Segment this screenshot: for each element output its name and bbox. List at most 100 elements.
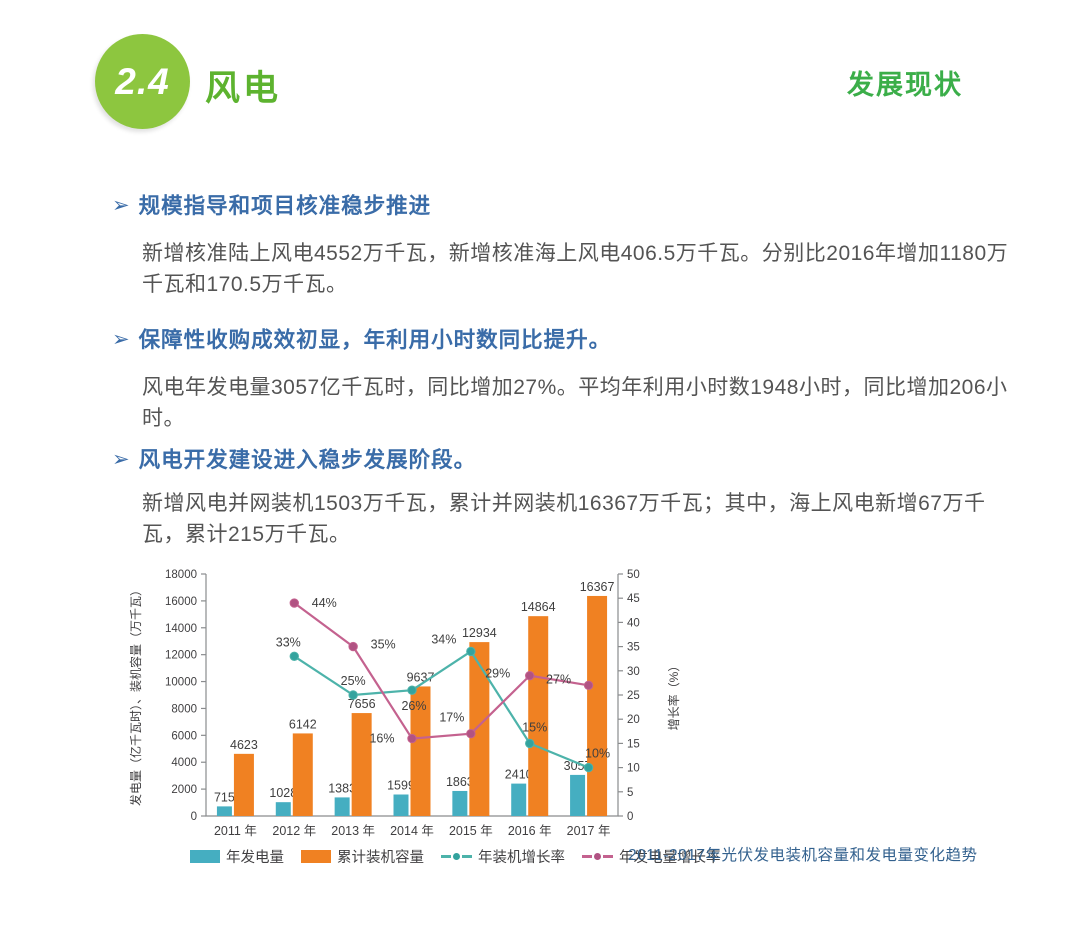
legend-item-年发电量增长率: 年发电量增长率 xyxy=(582,846,721,867)
page-title: 风电 xyxy=(205,69,282,108)
bullet-arrow-icon: ➢ xyxy=(112,448,130,471)
svg-text:5: 5 xyxy=(627,787,633,799)
bullet-body-3: 新增风电并网装机1503万千瓦，累计并网装机16367万千瓦；其中，海上风电新增… xyxy=(142,492,986,546)
legend-dash xyxy=(441,855,451,858)
svg-text:34%: 34% xyxy=(431,632,456,646)
svg-text:16000: 16000 xyxy=(165,596,197,608)
svg-text:35%: 35% xyxy=(371,638,396,652)
svg-text:40: 40 xyxy=(627,617,640,629)
bullet-arrow-icon: ➢ xyxy=(112,194,130,217)
svg-text:12000: 12000 xyxy=(165,650,197,662)
svg-text:0: 0 xyxy=(627,811,633,823)
svg-text:14000: 14000 xyxy=(165,623,197,635)
legend-label: 年发电量增长率 xyxy=(619,850,721,866)
chart-container: 0 2000 4000 6000 8000 10000 12000 14000 16000 180… xyxy=(126,562,692,854)
svg-text:2015 年: 2015 年 xyxy=(449,824,493,838)
chart-legend: 年发电量 累计装机容量 年装机增长率 年发电量增长率 xyxy=(190,846,721,867)
bullet-body-2: 风电年发电量3057亿千瓦时，同比增加27%。平均年利用小时数1948小时，同比… xyxy=(142,376,1008,430)
line-series-年发电量增长率 xyxy=(289,598,594,744)
combo-chart: 0 2000 4000 6000 8000 10000 12000 14000 16000 180… xyxy=(128,569,681,838)
svg-text:0: 0 xyxy=(191,811,197,823)
svg-text:8000: 8000 xyxy=(171,703,197,715)
svg-text:33%: 33% xyxy=(276,635,301,649)
legend-label: 累计装机容量 xyxy=(337,850,424,866)
svg-text:1599: 1599 xyxy=(387,779,415,793)
svg-text:1028: 1028 xyxy=(269,786,297,800)
legend-swatch-icon xyxy=(190,850,220,863)
svg-text:12934: 12934 xyxy=(462,626,497,640)
svg-text:2011 年: 2011 年 xyxy=(214,824,257,838)
svg-text:10000: 10000 xyxy=(165,677,197,689)
svg-text:10: 10 xyxy=(627,763,640,775)
svg-text:6142: 6142 xyxy=(289,717,317,731)
legend-item-年发电量: 年发电量 xyxy=(190,846,284,867)
legend-dot xyxy=(594,853,601,860)
bullet-body-1: 新增核准陆上风电4552万千瓦，新增核准海上风电406.5万千瓦。分别比2016… xyxy=(142,242,1009,296)
bar-series-累计装机容量 xyxy=(233,595,608,816)
bullet-heading-1: ➢ 规模指导和项目核准稳步推进 xyxy=(112,192,431,220)
legend-dot xyxy=(453,853,460,860)
svg-text:27%: 27% xyxy=(546,672,571,686)
line-value-labels-年装机增长率: 33% 25% 26% 34% 15% 10% xyxy=(276,632,610,760)
corner-label: 发展现状 xyxy=(847,70,963,100)
chart-axis-titles: 发电量（亿千瓦时）、装机容量（万千瓦） 增长率（%） xyxy=(128,584,681,806)
svg-text:7656: 7656 xyxy=(348,697,376,711)
svg-text:29%: 29% xyxy=(485,667,510,681)
svg-text:26%: 26% xyxy=(401,699,426,713)
legend-dash xyxy=(462,855,472,858)
legend-dash xyxy=(582,855,592,858)
svg-text:4623: 4623 xyxy=(230,738,258,752)
bullet-heading-3-text: 风电开发建设进入稳步发展阶段。 xyxy=(138,448,477,472)
svg-text:50: 50 xyxy=(627,569,640,581)
svg-text:2016 年: 2016 年 xyxy=(508,824,552,838)
svg-text:16367: 16367 xyxy=(580,580,615,594)
legend-item-年装机增长率: 年装机增长率 xyxy=(441,846,565,867)
legend-label: 年装机增长率 xyxy=(478,850,565,866)
svg-text:15: 15 xyxy=(627,738,640,750)
svg-text:10%: 10% xyxy=(585,747,610,761)
bullet-heading-2-text: 保障性收购成效初显，年利用小时数同比提升。 xyxy=(138,328,612,352)
legend-dash xyxy=(603,855,613,858)
svg-text:715: 715 xyxy=(214,790,235,804)
svg-text:2012 年: 2012 年 xyxy=(272,824,316,838)
line-value-labels-年发电量增长率: 44% 35% 16% 17% 29% 27% xyxy=(312,596,571,746)
chart-tick-labels: 0 2000 4000 6000 8000 10000 12000 14000 16000 180… xyxy=(165,569,640,838)
svg-text:45: 45 xyxy=(627,593,640,605)
svg-text:25%: 25% xyxy=(341,674,366,688)
svg-text:2017 年: 2017 年 xyxy=(567,824,611,838)
svg-text:15%: 15% xyxy=(522,720,547,734)
bullet-heading-2: ➢ 保障性收购成效初显，年利用小时数同比提升。 xyxy=(112,326,611,354)
bullet-heading-1-text: 规模指导和项目核准稳步推进 xyxy=(138,194,432,218)
svg-text:2014 年: 2014 年 xyxy=(390,824,434,838)
legend-line-marker-icon xyxy=(441,853,472,860)
svg-text:18000: 18000 xyxy=(165,569,197,581)
svg-text:44%: 44% xyxy=(312,596,337,610)
legend-item-累计装机容量: 累计装机容量 xyxy=(301,846,424,867)
svg-text:25: 25 xyxy=(627,690,640,702)
svg-text:增长率（%）: 增长率（%） xyxy=(666,660,681,731)
svg-text:2013 年: 2013 年 xyxy=(331,824,375,838)
line-series-年装机增长率 xyxy=(289,646,594,773)
svg-text:35: 35 xyxy=(627,642,640,654)
svg-text:20: 20 xyxy=(627,714,640,726)
bar-series-年发电量 xyxy=(216,774,586,816)
bullet-arrow-icon: ➢ xyxy=(112,328,130,351)
legend-line-marker-icon xyxy=(582,853,613,860)
bullet-heading-3: ➢ 风电开发建设进入稳步发展阶段。 xyxy=(112,446,476,474)
svg-text:1863: 1863 xyxy=(446,775,474,789)
svg-text:1383: 1383 xyxy=(328,781,356,795)
svg-text:2410: 2410 xyxy=(505,768,533,782)
section-number-badge: 2.4 xyxy=(95,34,190,129)
svg-text:4000: 4000 xyxy=(171,757,197,769)
svg-text:6000: 6000 xyxy=(171,730,197,742)
svg-text:16%: 16% xyxy=(369,732,394,746)
svg-text:30: 30 xyxy=(627,666,640,678)
legend-swatch-icon xyxy=(301,850,331,863)
section-number: 2.4 xyxy=(115,60,170,102)
chart-caption: 2011-2017年光伏发电装机容量和发电量变化趋势 xyxy=(628,847,978,864)
svg-text:2000: 2000 xyxy=(171,784,197,796)
legend-label: 年发电量 xyxy=(226,850,284,866)
svg-text:17%: 17% xyxy=(439,711,464,725)
